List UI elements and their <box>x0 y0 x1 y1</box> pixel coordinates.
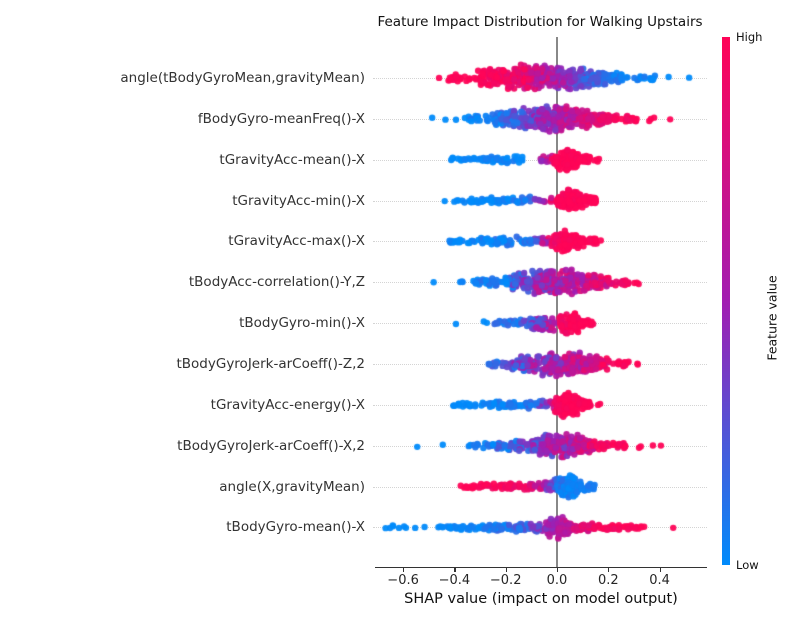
colorbar-title: Feature value <box>764 275 780 361</box>
colorbar-low-label: Low <box>736 558 759 572</box>
x-tick-label: −0.4 <box>438 573 471 588</box>
x-tick-label: −0.6 <box>387 573 419 588</box>
x-tick-mark <box>403 568 405 572</box>
x-tick-label: 0.0 <box>546 573 568 588</box>
x-tick-mark <box>454 568 456 572</box>
x-tick-mark <box>659 568 661 572</box>
colorbar-high-label: High <box>736 30 763 44</box>
x-tick-mark <box>557 568 559 572</box>
x-tick-label: 0.2 <box>597 573 619 588</box>
x-tick-label: 0.4 <box>649 573 670 588</box>
x-axis-line <box>375 567 707 568</box>
x-tick-mark <box>608 568 610 572</box>
colorbar-gradient <box>722 37 730 565</box>
x-axis-label: SHAP value (impact on model output) <box>404 591 678 607</box>
x-tick-mark <box>505 568 507 572</box>
x-tick-label: −0.2 <box>489 573 522 588</box>
